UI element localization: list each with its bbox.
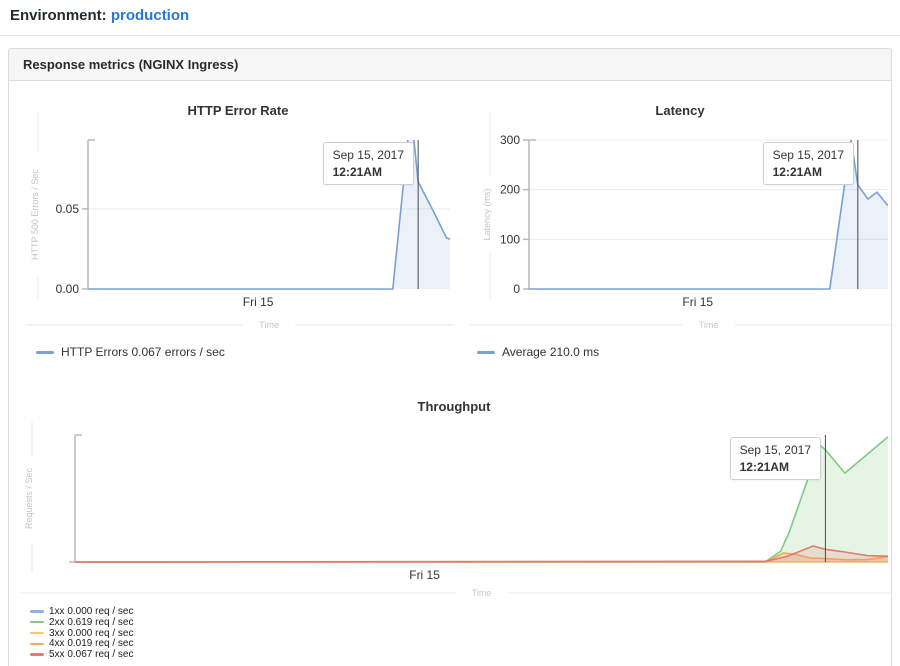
environment-link[interactable]: production: [110, 7, 190, 24]
chart-tooltip: Sep 15, 2017 12:21AM: [762, 142, 854, 185]
legend-label: 5xx 0.067 req / sec: [49, 649, 134, 661]
legend-label: 3xx 0.000 req / sec: [49, 627, 134, 639]
svg-text:300: 300: [500, 133, 520, 147]
svg-text:0: 0: [513, 282, 520, 296]
legend-label: Average 210.0 ms: [502, 345, 600, 359]
tooltip-time: 12:21AM: [739, 460, 789, 474]
svg-text:Time: Time: [472, 588, 492, 598]
svg-text:Time: Time: [259, 320, 279, 330]
svg-text:Fri 15: Fri 15: [682, 295, 713, 309]
svg-text:HTTP 500 Errors / Sec: HTTP 500 Errors / Sec: [30, 169, 40, 260]
legend-item-2xx: 2xx 0.619 req / sec: [30, 617, 134, 628]
latency-title: Latency: [655, 103, 705, 118]
legend-item-1xx: 1xx 0.000 req / sec: [30, 606, 134, 617]
tooltip-time: 12:21AM: [772, 165, 822, 179]
environment-header: Environment: production: [10, 7, 189, 24]
svg-text:Time: Time: [699, 320, 719, 330]
panel-title: Response metrics (NGINX Ingress): [23, 57, 239, 72]
legend-label: 4xx 0.019 req / sec: [49, 638, 134, 650]
http-error-rate-title: HTTP Error Rate: [187, 103, 289, 118]
legend-marker-icon: [477, 350, 495, 354]
environment-label: Environment:: [10, 7, 107, 24]
svg-text:200: 200: [500, 183, 520, 197]
tooltip-date: Sep 15, 2017: [739, 443, 811, 457]
svg-text:0.05: 0.05: [56, 202, 80, 216]
legend-marker-icon: [30, 642, 44, 646]
svg-text:Fri 15: Fri 15: [409, 568, 440, 582]
latency-chart[interactable]: 300 200 100 0 Fri 15 Time Latency (ms): [462, 90, 898, 340]
throughput-legend: 1xx 0.000 req / sec 2xx 0.619 req / sec …: [30, 606, 134, 660]
chart-tooltip: Sep 15, 2017 12:21AM: [729, 437, 821, 480]
svg-text:Latency (ms): Latency (ms): [482, 188, 492, 240]
legend-item-4xx: 4xx 0.019 req / sec: [30, 638, 134, 649]
legend-marker-icon: [36, 350, 54, 354]
response-metrics-panel: Response metrics (NGINX Ingress): [8, 48, 892, 666]
svg-text:Requests / Sec: Requests / Sec: [24, 467, 34, 529]
svg-text:0.00: 0.00: [56, 282, 80, 296]
legend-marker-icon: [30, 610, 44, 613]
legend-item-5xx: 5xx 0.067 req / sec: [30, 649, 134, 660]
legend-item-3xx: 3xx 0.000 req / sec: [30, 628, 134, 639]
http-errors-legend-item: HTTP Errors 0.067 errors / sec: [36, 345, 225, 359]
legend-label: 1xx 0.000 req / sec: [49, 605, 134, 617]
panel-header: Response metrics (NGINX Ingress): [9, 49, 891, 81]
tooltip-date: Sep 15, 2017: [772, 148, 844, 162]
latency-legend-item: Average 210.0 ms: [477, 345, 599, 359]
svg-text:100: 100: [500, 232, 520, 246]
chart-tooltip: Sep 15, 2017 12:21AM: [322, 142, 414, 185]
throughput-chart[interactable]: Fri 15 Time Requests / Sec: [12, 420, 896, 600]
throughput-title: Throughput: [417, 399, 491, 414]
header-divider: [0, 35, 900, 36]
svg-text:Fri 15: Fri 15: [243, 295, 274, 309]
legend-marker-icon: [30, 653, 44, 656]
legend-marker-icon: [30, 620, 44, 624]
http-error-rate-chart[interactable]: 0.05 0.00 Fri 15 Time HTTP 500 Errors / Sec: [18, 90, 458, 340]
legend-label: HTTP Errors 0.067 errors / sec: [61, 345, 225, 359]
legend-marker-icon: [30, 631, 44, 635]
tooltip-date: Sep 15, 2017: [332, 148, 404, 162]
legend-label: 2xx 0.619 req / sec: [49, 616, 134, 628]
tooltip-time: 12:21AM: [332, 165, 382, 179]
